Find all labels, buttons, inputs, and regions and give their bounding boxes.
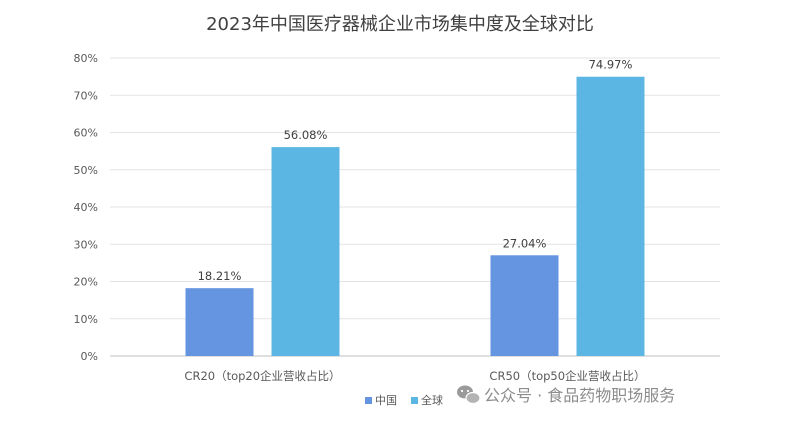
y-tick-label: 0% xyxy=(81,350,98,363)
chart-title: 2023年中国医疗器械企业市场集中度及全球对比 xyxy=(206,14,594,35)
wechat-icon xyxy=(457,385,481,405)
y-tick-label: 70% xyxy=(74,89,98,102)
y-tick-label: 30% xyxy=(74,238,98,251)
data-label: 18.21% xyxy=(198,269,242,283)
bar-全球-1 xyxy=(576,76,645,356)
x-category-label: CR20（top20企业营收占比） xyxy=(184,369,340,383)
y-tick-label: 20% xyxy=(74,276,98,289)
watermark-text: 公众号 · 食品药物职场服务 xyxy=(484,386,675,405)
y-tick-label: 40% xyxy=(74,201,98,214)
watermark: 公众号 · 食品药物职场服务 xyxy=(457,385,675,405)
y-tick-label: 80% xyxy=(74,52,98,65)
legend-swatch-全球 xyxy=(411,397,418,404)
y-tick-label: 10% xyxy=(74,313,98,326)
data-labels: 18.21% 56.08% 27.04% 74.97% xyxy=(198,58,633,283)
y-axis-ticks: 0% 10% 20% 30% 40% 50% 60% 70% 80% xyxy=(74,52,98,363)
data-label: 56.08% xyxy=(284,128,328,142)
data-label: 27.04% xyxy=(503,236,547,250)
legend-label: 全球 xyxy=(421,393,443,407)
y-tick-label: 60% xyxy=(74,127,98,140)
y-tick-label: 50% xyxy=(74,164,98,177)
bar-中国-0 xyxy=(185,288,254,356)
bar-全球-0 xyxy=(271,147,340,356)
legend: 中国 全球 xyxy=(365,393,443,407)
bar-中国-1 xyxy=(490,255,559,356)
legend-label: 中国 xyxy=(375,394,397,407)
x-axis-categories: CR20（top20企业营收占比） CR50（top50企业营收占比） xyxy=(184,369,645,383)
legend-swatch-中国 xyxy=(365,397,372,404)
data-label: 74.97% xyxy=(589,58,633,72)
x-category-label: CR50（top50企业营收占比） xyxy=(489,369,645,383)
bars xyxy=(185,76,645,356)
